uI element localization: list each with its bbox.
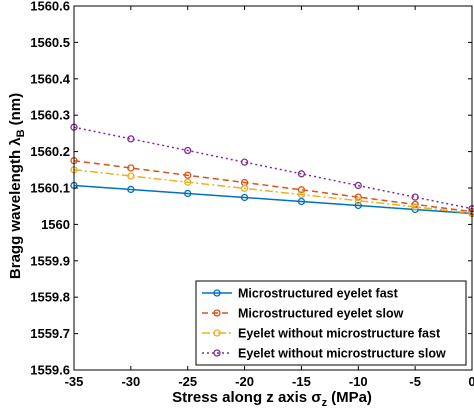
x-tick-label: 0: [468, 374, 474, 389]
y-axis-label-unit: (nm): [7, 93, 24, 126]
y-tick-label: 1559.7: [30, 326, 70, 341]
legend-label-2: Microstructured eyelet slow: [238, 307, 404, 321]
x-axis-label-subscript: z: [322, 397, 328, 409]
x-tick-label: -10: [349, 374, 368, 389]
series-1-point: [297, 197, 306, 206]
series-1-point: [354, 201, 362, 210]
legend-marker-4: [213, 349, 221, 357]
legend-label-1: Microstructured eyelet fast: [238, 287, 399, 301]
y-axis-label: Bragg wavelength λB(nm): [7, 93, 27, 279]
series-4-point: [411, 193, 419, 201]
y-tick-label: 1560.1: [30, 181, 70, 196]
x-tick-label: -30: [121, 374, 140, 389]
series-line-2: [73, 159, 473, 213]
series-line-3: [73, 169, 473, 214]
legend-marker-1: [213, 289, 221, 297]
series-3-point: [184, 178, 192, 186]
series-1-point: [127, 185, 135, 194]
series-4-point: [354, 181, 362, 190]
legend-marker-3: [213, 329, 221, 337]
y-tick-label: 1559.8: [30, 290, 70, 305]
series-1-point: [240, 193, 249, 202]
y-tick-label: 1559.6: [30, 363, 70, 378]
legend: Microstructured eyelet fast Microstructur…: [195, 280, 467, 366]
legend-box: [195, 280, 467, 366]
y-tick-label: 1560: [41, 217, 70, 232]
series-2-point: [354, 193, 362, 201]
series-3-point: [411, 203, 419, 211]
series-2-point: [184, 171, 192, 179]
tick-labels: -35 -30 -25 -20 -15 -10 -5 0 1559.6 1559.7 1559.8 1…: [30, 0, 474, 389]
series-3-point: [240, 184, 249, 193]
x-axis-label: Stress along z axis σz (MPa): [172, 389, 372, 409]
x-tick-label: -20: [235, 374, 254, 389]
x-tick-label: -5: [409, 374, 421, 389]
x-axis-label-unit: (MPa): [331, 389, 372, 406]
legend-marker-2: [213, 309, 221, 317]
series-3-point: [127, 172, 135, 180]
legend-label-4: Eyelet without microstructure slow: [238, 347, 446, 361]
y-tick-label: 1560.2: [30, 144, 70, 159]
x-tick-label: -15: [292, 374, 311, 389]
y-tick-label: 1560.3: [30, 108, 70, 123]
y-tick-label: 1559.9: [30, 253, 70, 268]
series-2-point: [297, 186, 306, 194]
series-line-1: [73, 184, 473, 215]
y-tick-label: 1560.5: [30, 35, 70, 50]
series-1-point: [184, 189, 192, 198]
series-4-point: [127, 135, 135, 143]
series-3-point: [297, 190, 306, 199]
y-axis-label-subscript: B: [15, 129, 27, 137]
legend-label-3: Eyelet without microstructure fast: [238, 327, 441, 341]
series-4-point: [184, 146, 192, 155]
x-tick-label: -25: [178, 374, 197, 389]
y-tick-label: 1560.4: [30, 71, 71, 86]
series-4-point: [240, 158, 249, 166]
series-3-point: [354, 197, 362, 205]
plot-area: [70, 123, 474, 218]
x-tick-label: -35: [65, 374, 84, 389]
series-4-point: [297, 170, 306, 178]
series-2-point: [127, 164, 135, 172]
y-tick-label: 1560.6: [30, 0, 70, 14]
